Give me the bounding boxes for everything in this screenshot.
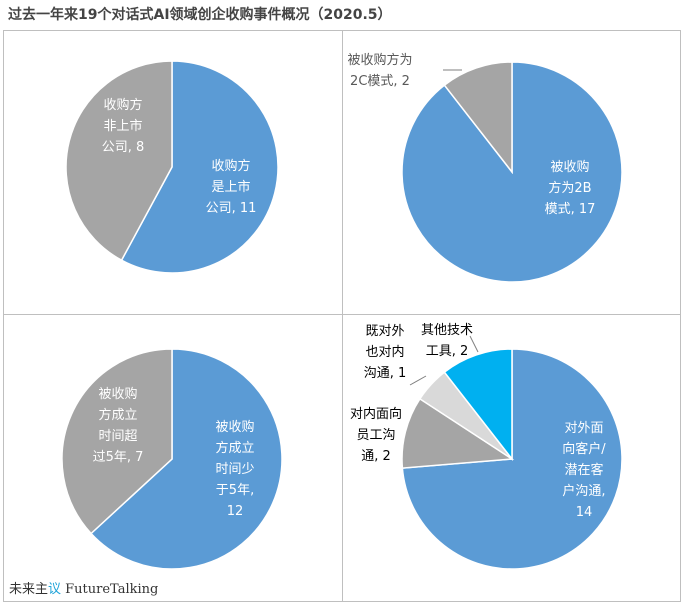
- slice-label-line: 于5年,: [216, 483, 254, 498]
- pie-chart: 被收购方为2B 模式, 17 被收购方为 2C模式, 2: [347, 52, 623, 283]
- slice-label-line: 通, 2: [361, 449, 391, 464]
- slice-label-line: 既对外: [365, 324, 404, 339]
- watermark: 未来主议 FutureTalking: [9, 578, 158, 597]
- slice-label-line: 非上市: [103, 118, 142, 134]
- leader-line: [469, 335, 479, 353]
- slice-label-line: 员工沟: [356, 428, 395, 443]
- slice-label-line: 户沟通,: [562, 483, 605, 499]
- slice-label-line: 方成立: [98, 407, 137, 423]
- page-title: 过去一年来19个对话式AI领域创企收购事件概况（2020.5）: [8, 7, 392, 23]
- pie-slice: [443, 61, 513, 175]
- slice-label-line: 收购方: [103, 97, 142, 113]
- slice-label-line: 方为2B: [548, 180, 591, 196]
- slice-label-line: 也对内: [365, 344, 404, 360]
- slice-label-line: 模式, 17: [545, 202, 596, 217]
- pie-slice: [443, 348, 513, 462]
- slice-label-line: 潜在客: [564, 462, 603, 478]
- grid-horizontal-divider: [3, 314, 681, 315]
- slice-label: 被收购方成立时间超过5年, 7: [93, 386, 144, 465]
- pie-slice: [120, 60, 279, 274]
- slice-label-line: 14: [576, 505, 593, 520]
- slice-label-line: 被收购: [550, 159, 589, 175]
- slice-label-line: 被收购: [98, 386, 137, 402]
- leader-line: [409, 375, 427, 386]
- grid-vertical-divider: [342, 30, 343, 602]
- slice-label-line: 被收购方为: [347, 52, 412, 68]
- slice-label-line: 方成立: [215, 440, 254, 456]
- pie-slice: [61, 348, 173, 535]
- slice-label: 其他技术工具, 2: [421, 323, 473, 359]
- watermark-prefix: 未来主: [9, 582, 49, 597]
- pie-slice: [401, 397, 515, 469]
- slice-label-line: 时间少: [215, 462, 254, 477]
- slice-label: 被收购方成立时间少于5年, 12: [215, 419, 254, 519]
- slice-label-line: 12: [227, 504, 244, 519]
- slice-label-line: 时间超: [98, 429, 137, 444]
- slice-label-line: 是上市: [211, 179, 250, 195]
- slice-label: 收购方非上市公司, 8: [102, 97, 145, 155]
- watermark-highlight: 议: [48, 582, 62, 597]
- slice-label: 既对外也对内沟通, 1: [364, 324, 407, 381]
- slice-label-line: 沟通, 1: [364, 366, 407, 381]
- slice-label-line: 公司, 11: [206, 201, 257, 216]
- slice-label-line: 工具, 2: [426, 344, 469, 359]
- slice-label-line: 收购方: [211, 158, 250, 174]
- slice-label: 被收购方为2B 模式, 17: [545, 159, 596, 217]
- slice-label-line: 过5年, 7: [93, 450, 144, 465]
- slice-label-line: 对内面向: [350, 406, 402, 422]
- slice-label: 对外面向客户/潜在客户沟通, 14: [562, 421, 606, 520]
- slice-label-line: 向客户/: [562, 441, 606, 457]
- slice-label: 被收购方为 2C模式, 2: [347, 52, 412, 89]
- slice-label-line: 被收购: [215, 419, 254, 435]
- pie-chart: 对外面向客户/潜在客户沟通, 14 对内面向员工沟通, 2 既对外也对内沟通, 1 其他…: [350, 323, 623, 570]
- slice-label-line: 其他技术: [421, 323, 473, 338]
- slice-label: 对内面向员工沟通, 2: [350, 406, 402, 464]
- slice-label-line: 公司, 8: [102, 140, 145, 155]
- pie-slice: [90, 348, 283, 570]
- slice-label: 收购方是上市公司, 11: [206, 158, 257, 216]
- pie-slice: [65, 60, 173, 262]
- watermark-suffix: FutureTalking: [61, 582, 159, 597]
- slice-label-line: 2C模式, 2: [350, 74, 410, 89]
- slice-label-line: 对外面: [564, 421, 603, 436]
